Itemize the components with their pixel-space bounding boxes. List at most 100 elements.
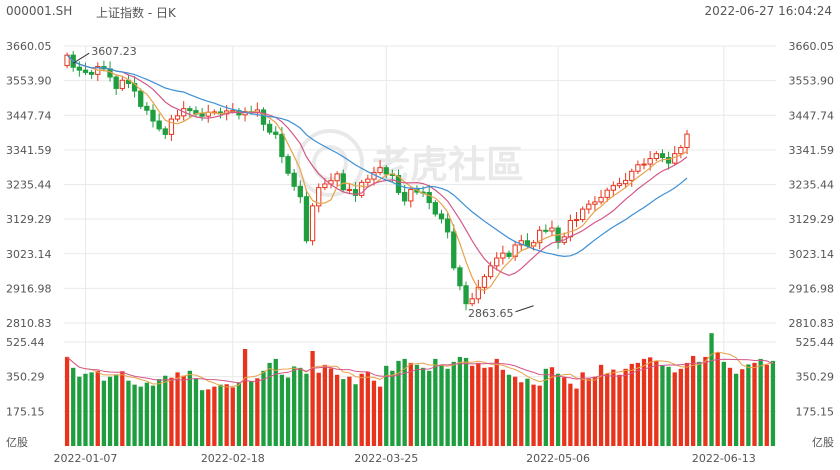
price-tick-right: 3023.14: [789, 248, 835, 261]
volume-bar: [629, 363, 634, 446]
price-tick-right: 3235.44: [789, 179, 835, 192]
volume-bar: [261, 370, 266, 446]
volume-tick-left: 175.15: [6, 405, 45, 418]
volume-ma10-line: [66, 356, 774, 384]
volume-bar: [126, 380, 131, 446]
volume-bar: [163, 375, 168, 446]
volume-bar: [623, 368, 628, 446]
candle-body: [340, 173, 346, 191]
candle-body: [444, 218, 451, 233]
candle-body: [82, 69, 89, 73]
volume-bar: [531, 384, 536, 446]
candle-body: [359, 181, 365, 196]
volume-bar: [359, 373, 364, 446]
candle-body: [604, 189, 610, 198]
volume-bar: [230, 387, 235, 446]
high-annotation: 3607.23: [91, 45, 137, 58]
candle-body: [273, 131, 279, 135]
candle-body: [573, 219, 580, 222]
candle-body: [168, 118, 175, 135]
candle-body: [580, 208, 586, 221]
volume-bar: [470, 365, 475, 446]
volume-bar: [494, 358, 499, 446]
candle-body: [567, 220, 574, 238]
volume-bar: [347, 376, 352, 446]
volume-tick-left: 350.29: [6, 371, 45, 384]
volume-bar: [206, 389, 211, 446]
volume-bar: [500, 369, 506, 446]
volume-bar: [721, 361, 726, 446]
volume-bar: [709, 333, 714, 446]
volume-bar: [611, 369, 616, 446]
volume-tick-right: 525.44: [796, 336, 835, 349]
candle-body: [457, 267, 463, 287]
volume-bar: [703, 356, 708, 446]
volume-bar: [267, 362, 272, 446]
volume-bar: [727, 367, 733, 446]
candle-body: [659, 153, 666, 159]
volume-bar: [285, 377, 291, 446]
volume-bar: [107, 376, 113, 446]
candle-body: [665, 157, 672, 164]
price-tick-right: 3660.05: [789, 40, 835, 53]
volume-bar: [304, 373, 309, 446]
volume-bar: [390, 370, 395, 446]
volume-bar: [635, 362, 641, 446]
price-tick-left: 3235.44: [6, 179, 52, 192]
volume-bar: [758, 358, 763, 446]
candle-body: [432, 202, 438, 215]
volume-bar: [402, 358, 407, 446]
volume-bar: [187, 370, 192, 446]
volume-bar: [224, 384, 229, 446]
volume-bar: [574, 388, 579, 446]
candle-body: [174, 115, 181, 120]
volume-bar: [476, 362, 481, 446]
volume-bar: [445, 368, 450, 446]
candle-body: [113, 76, 119, 89]
volume-bar: [408, 362, 413, 446]
volume-bar: [764, 364, 769, 446]
candle-body: [537, 229, 543, 244]
candle-body: [309, 205, 316, 242]
candle-body: [463, 285, 469, 305]
volume-bar: [433, 358, 438, 446]
volume-bar: [273, 358, 278, 446]
candle-body: [616, 183, 623, 187]
candle-body: [678, 146, 684, 155]
candle-body: [279, 133, 285, 158]
volume-bar: [752, 362, 757, 446]
candle-body: [352, 189, 359, 196]
volume-bar: [439, 364, 444, 446]
low-annotation: 2863.65: [468, 307, 514, 320]
annotation-leader: [72, 52, 90, 64]
volume-bar: [414, 364, 420, 446]
price-tick-left: 3447.74: [6, 109, 52, 122]
symbol-code: 000001.SH: [6, 4, 73, 18]
volume-bar: [193, 378, 199, 446]
volume-unit-left: 亿股: [6, 436, 28, 449]
candle-body: [438, 213, 445, 220]
volume-bar: [120, 371, 125, 446]
candle-body: [303, 196, 310, 242]
volume-bar: [255, 378, 260, 446]
candle-body: [647, 158, 653, 165]
volume-bar: [525, 378, 530, 446]
price-tick-left: 3553.90: [6, 75, 52, 88]
price-tick-left: 3341.59: [6, 144, 52, 157]
volume-bar: [549, 367, 555, 446]
index-name: 上证指数 - 日K: [96, 6, 176, 20]
candle-body: [199, 113, 205, 117]
annotation-leader: [515, 305, 534, 313]
candle-body: [119, 79, 125, 89]
x-tick-label: 2022-01-07: [54, 452, 118, 465]
volume-bar: [488, 367, 493, 446]
volume-bar: [648, 357, 653, 446]
volume-bar: [169, 377, 174, 446]
volume-bar: [641, 358, 647, 446]
volume-bar: [580, 372, 585, 446]
ma5-line: [66, 54, 688, 292]
volume-bar: [83, 373, 88, 446]
price-tick-left: 3129.29: [6, 213, 52, 226]
volume-bar: [249, 381, 254, 446]
volume-tick-right: 175.15: [796, 405, 835, 418]
